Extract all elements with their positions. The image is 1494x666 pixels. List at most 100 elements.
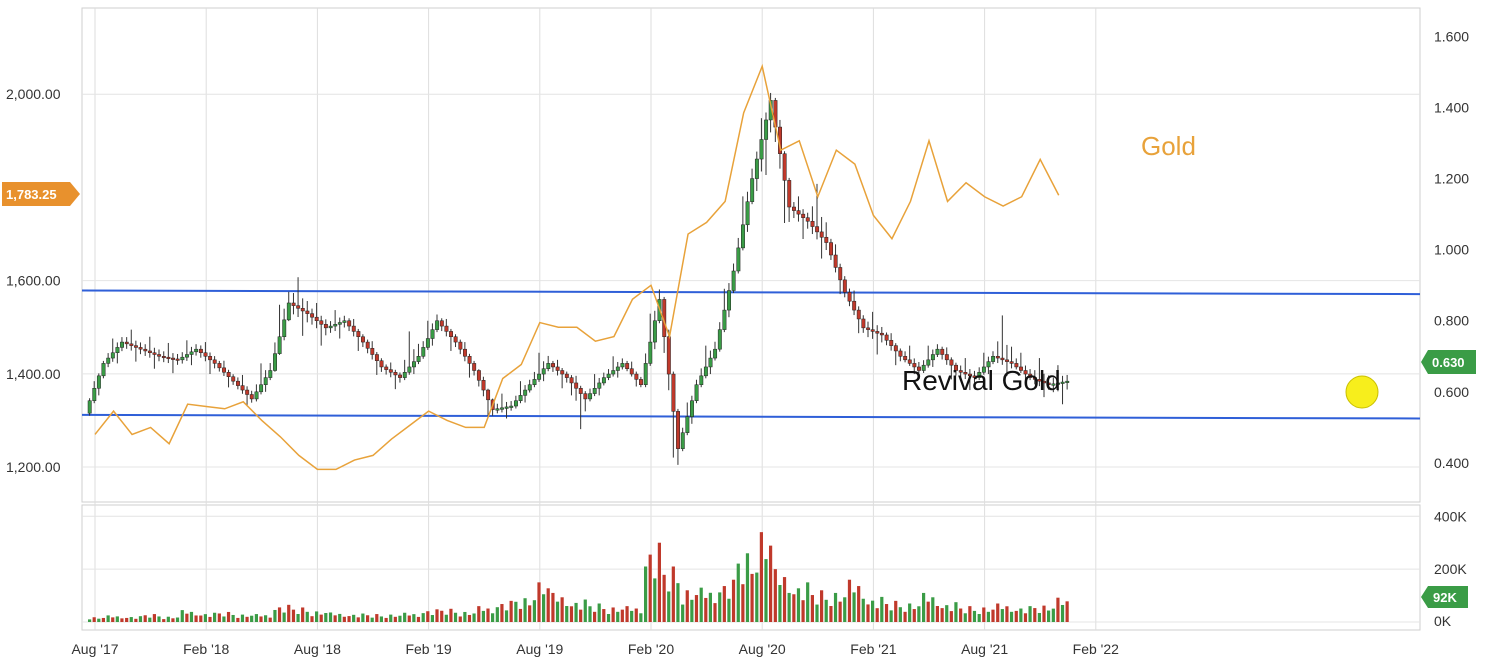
- candle-body: [138, 347, 143, 350]
- x-tick-label: Aug '20: [739, 641, 786, 657]
- volume-bar: [750, 573, 754, 622]
- candle-body: [968, 373, 972, 377]
- volume-bar: [500, 604, 504, 622]
- candle-body: [249, 394, 254, 400]
- candle-body: [629, 368, 634, 375]
- volume-bar: [903, 611, 907, 622]
- volume-bar: [379, 616, 383, 622]
- candle-body: [606, 373, 611, 378]
- candle-body: [134, 345, 138, 348]
- volume-bar: [773, 569, 777, 622]
- volume-bar: [583, 599, 587, 622]
- candle-body: [634, 373, 639, 380]
- volume-bar: [222, 616, 226, 622]
- volume-bar: [996, 603, 1000, 622]
- candle-body: [467, 356, 472, 364]
- volume-bar: [231, 614, 235, 622]
- candle-body: [847, 292, 852, 302]
- volume-bar: [366, 615, 370, 622]
- candle-body: [300, 308, 305, 312]
- volume-bar: [523, 598, 527, 622]
- volume-bar: [125, 617, 129, 622]
- volume-bar: [676, 583, 680, 622]
- candle-body: [500, 407, 504, 410]
- candle-body: [601, 377, 606, 384]
- candle-body: [1028, 373, 1033, 378]
- volume-bar: [236, 617, 240, 622]
- volume-bar: [769, 545, 773, 622]
- left-tick-label: 2,000.00: [6, 86, 61, 102]
- right-tick-label: 0.400: [1434, 455, 1469, 471]
- left-tick-label: 1,400.00: [6, 366, 61, 382]
- volume-bar: [282, 612, 286, 622]
- volume-bar: [982, 607, 986, 622]
- grid: [82, 8, 1420, 630]
- candle-body: [356, 331, 361, 337]
- volume-tick-label: 200K: [1434, 561, 1467, 577]
- candle-body: [129, 343, 134, 346]
- candle-body: [514, 400, 518, 407]
- volume-bar: [616, 611, 620, 622]
- candle-body: [161, 356, 166, 359]
- volume-bar: [681, 604, 685, 622]
- gold-line: [94, 63, 1060, 471]
- volume-bar: [852, 592, 856, 622]
- candle-body: [1046, 382, 1051, 385]
- volume-bar: [569, 606, 574, 622]
- volume-bar: [449, 608, 453, 622]
- candle-body: [986, 361, 991, 368]
- volume-bar: [959, 608, 963, 622]
- volume-last-badge: 92K: [1421, 586, 1468, 608]
- candle-body: [1032, 377, 1037, 380]
- candle-body: [588, 393, 593, 400]
- volume-bar: [537, 582, 541, 622]
- volume-bar: [342, 616, 346, 622]
- volume-bar: [389, 614, 393, 622]
- candle-body: [569, 377, 574, 384]
- left-tick-label: 1,600.00: [6, 273, 61, 289]
- candle-body: [198, 348, 203, 353]
- volume-bar: [1042, 605, 1046, 622]
- candle-body: [842, 279, 847, 293]
- volume-bar: [1019, 608, 1023, 622]
- candle-body: [273, 353, 277, 371]
- svg-text:92K: 92K: [1433, 590, 1457, 605]
- volume-bar: [101, 617, 105, 622]
- candle-body: [310, 313, 315, 318]
- volume-bar: [171, 618, 175, 622]
- volume-bar: [444, 614, 448, 622]
- volume-bar: [593, 611, 597, 622]
- candle-body: [1037, 379, 1042, 382]
- candle-body: [1019, 366, 1023, 371]
- candle-body: [435, 320, 440, 330]
- volume-bar: [690, 599, 694, 622]
- volume-bar: [1000, 609, 1004, 622]
- candle-body: [680, 432, 685, 449]
- candle-body: [291, 302, 296, 306]
- volume-bar: [115, 616, 119, 622]
- volume-bar: [370, 617, 374, 622]
- volume-bar: [1065, 601, 1069, 622]
- candle-body: [476, 370, 481, 381]
- volume-bar: [152, 614, 156, 622]
- volume-bar: [1056, 597, 1060, 622]
- candle-body: [449, 331, 453, 337]
- volume-bar: [1033, 608, 1037, 622]
- volume-bar: [745, 553, 750, 622]
- volume-bar: [398, 615, 402, 622]
- candle-body: [226, 372, 231, 377]
- right-tick-label: 1.200: [1434, 171, 1469, 187]
- volume-bar: [287, 604, 291, 622]
- candle-body: [750, 178, 755, 202]
- volume-bar: [898, 607, 902, 622]
- candle-body: [217, 363, 222, 369]
- volume-bar: [597, 603, 601, 622]
- volume-bar: [963, 613, 967, 622]
- volume-bar: [324, 613, 328, 622]
- candle-body: [115, 347, 120, 353]
- volume-bar: [305, 611, 309, 622]
- candle-body: [203, 352, 208, 357]
- volume-bar: [148, 617, 152, 622]
- candle-body: [736, 247, 741, 272]
- volume-bar: [574, 602, 578, 622]
